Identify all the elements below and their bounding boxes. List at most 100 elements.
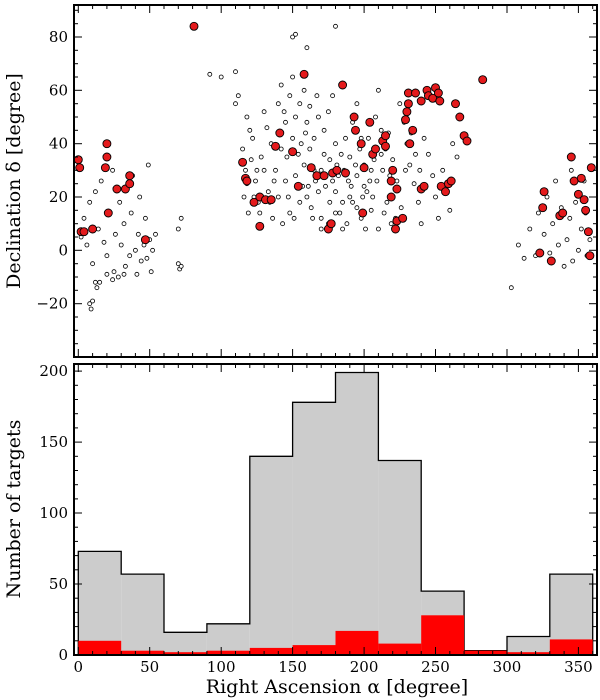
target-point bbox=[301, 87, 307, 93]
target-point bbox=[381, 210, 387, 216]
selected-target-point bbox=[401, 115, 410, 125]
target-point bbox=[398, 205, 404, 211]
target-point bbox=[310, 215, 316, 221]
selected-target-point bbox=[271, 141, 280, 151]
selected-target-point bbox=[446, 176, 456, 186]
target-point bbox=[440, 167, 446, 173]
target-point bbox=[397, 101, 403, 107]
x-tick-label: 100 bbox=[207, 658, 236, 676]
target-point bbox=[290, 74, 296, 80]
histogram-bar-all bbox=[378, 460, 422, 655]
selected-target-point bbox=[402, 107, 412, 117]
target-point bbox=[435, 215, 441, 221]
target-point bbox=[367, 178, 373, 184]
target-point bbox=[142, 215, 148, 221]
target-point bbox=[81, 215, 87, 221]
target-point bbox=[113, 231, 118, 237]
selected-target-point bbox=[573, 189, 583, 199]
target-point bbox=[284, 154, 290, 160]
target-point bbox=[250, 135, 256, 141]
target-point bbox=[285, 194, 291, 200]
selected-target-point bbox=[411, 88, 420, 98]
target-point bbox=[344, 221, 350, 227]
target-point bbox=[110, 277, 115, 283]
target-point bbox=[417, 167, 423, 173]
selected-target-point bbox=[462, 136, 472, 146]
selected-target-point bbox=[189, 21, 199, 31]
target-point bbox=[330, 178, 336, 184]
selected-target-point bbox=[79, 227, 89, 237]
target-point bbox=[311, 135, 317, 141]
target-point bbox=[290, 135, 296, 141]
histogram-panel: 0 50 100 150 200 250 300 350 0 50 100 150 200 bbox=[39, 362, 598, 676]
histogram-bar-all bbox=[249, 456, 293, 655]
target-point bbox=[90, 298, 95, 304]
selected-target-point bbox=[288, 147, 298, 157]
target-point bbox=[245, 210, 251, 216]
selected-target-point bbox=[392, 184, 402, 194]
target-point bbox=[287, 93, 293, 99]
selected-target-point bbox=[381, 131, 390, 141]
target-point bbox=[321, 151, 327, 157]
target-point bbox=[271, 178, 277, 184]
selected-target-point bbox=[341, 168, 350, 178]
target-point bbox=[135, 231, 141, 237]
target-point bbox=[278, 82, 284, 88]
target-point bbox=[132, 247, 138, 253]
target-point bbox=[278, 146, 284, 152]
selected-target-point bbox=[326, 219, 336, 229]
selected-target-point bbox=[581, 205, 591, 215]
histogram-bar-selected bbox=[206, 650, 250, 655]
target-point bbox=[97, 279, 103, 285]
y-tick-label: 50 bbox=[49, 575, 68, 593]
selected-target-point bbox=[538, 203, 548, 213]
target-point bbox=[87, 199, 93, 205]
target-point bbox=[280, 221, 286, 227]
selected-target-point bbox=[371, 144, 380, 154]
target-point bbox=[297, 199, 303, 205]
y-tick-label: 100 bbox=[39, 504, 68, 522]
selected-target-point bbox=[381, 141, 390, 151]
target-point bbox=[150, 247, 156, 253]
selected-target-point bbox=[319, 171, 329, 181]
target-point bbox=[298, 141, 304, 147]
histogram-bar-selected bbox=[249, 647, 293, 655]
target-point bbox=[508, 285, 514, 291]
x-tick-label: 300 bbox=[493, 658, 522, 676]
selected-target-point bbox=[356, 139, 366, 149]
target-point bbox=[521, 255, 527, 261]
target-point bbox=[315, 114, 321, 120]
target-point bbox=[407, 162, 413, 168]
selected-target-point bbox=[478, 75, 488, 85]
target-point bbox=[375, 87, 381, 93]
target-point bbox=[354, 205, 360, 211]
target-point bbox=[148, 269, 154, 275]
target-point bbox=[123, 263, 128, 269]
target-point bbox=[333, 23, 338, 29]
target-point bbox=[347, 154, 353, 160]
target-point bbox=[98, 178, 104, 184]
plot-frame bbox=[73, 4, 598, 358]
target-point bbox=[307, 103, 313, 109]
selected-target-point bbox=[293, 181, 303, 191]
target-point bbox=[261, 109, 267, 115]
target-point bbox=[347, 194, 353, 200]
target-point bbox=[93, 189, 98, 195]
target-point bbox=[536, 210, 541, 216]
target-point bbox=[115, 274, 121, 280]
histogram-bar-all bbox=[78, 551, 122, 655]
selected-target-point bbox=[455, 112, 465, 122]
target-point bbox=[390, 157, 396, 163]
x-tick-label: 150 bbox=[278, 658, 307, 676]
target-point bbox=[360, 194, 366, 200]
target-point bbox=[145, 162, 151, 168]
target-point bbox=[118, 242, 124, 248]
selected-target-point bbox=[539, 187, 549, 197]
selected-target-point bbox=[75, 163, 85, 173]
target-point bbox=[287, 210, 293, 216]
x-tick-label: 50 bbox=[140, 658, 159, 676]
target-point bbox=[550, 221, 556, 227]
y-tick-label: 20 bbox=[49, 188, 68, 206]
selected-target-point bbox=[419, 181, 429, 191]
